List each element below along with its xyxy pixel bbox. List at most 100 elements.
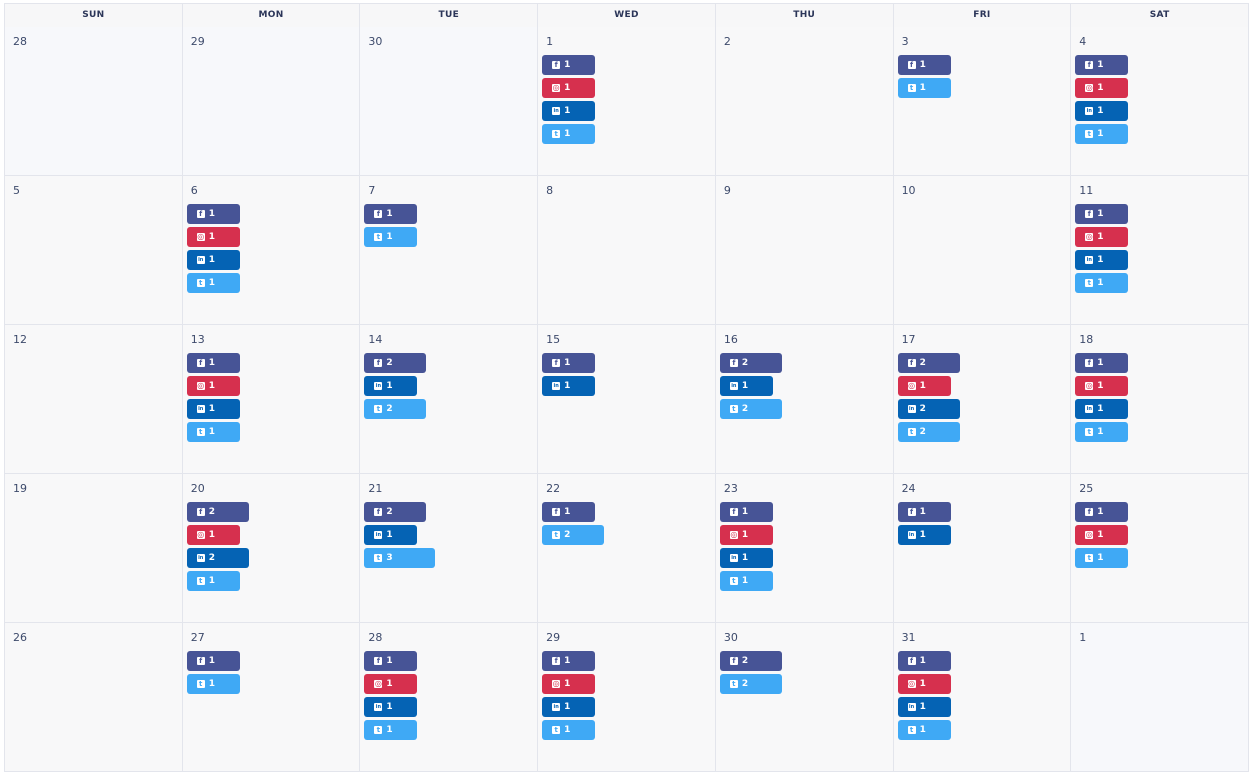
instagram-posts-badge[interactable]: ◎ 1 [897,376,951,396]
day-cell[interactable]: 4 f 1 ◎ 1 in 1 t 1 [1071,27,1249,176]
day-cell[interactable]: 30 [360,27,539,176]
linkedin-posts-badge[interactable]: in 1 [364,697,418,717]
day-cell[interactable]: 30 f 2 t 2 [715,623,894,772]
day-cell[interactable]: 29 [182,27,361,176]
day-cell[interactable]: 12 [5,325,183,474]
instagram-posts-badge[interactable]: ◎ 1 [1075,227,1129,247]
linkedin-posts-badge[interactable]: in 1 [1075,250,1129,270]
day-cell[interactable]: 31 f 1 ◎ 1 in 1 t 1 [893,623,1072,772]
day-cell[interactable]: 8 [538,176,716,325]
linkedin-posts-badge[interactable]: in 1 [186,399,240,419]
day-cell[interactable]: 18 f 1 ◎ 1 in 1 t 1 [1071,325,1249,474]
day-cell[interactable]: 14 f 2 in 1 t 2 [360,325,539,474]
day-cell[interactable]: 23 f 1 ◎ 1 in 1 t 1 [715,474,894,623]
linkedin-posts-badge[interactable]: in 2 [186,548,249,568]
instagram-posts-badge[interactable]: ◎ 1 [186,227,240,247]
linkedin-posts-badge[interactable]: in 1 [364,525,418,545]
day-cell[interactable]: 1 f 1 ◎ 1 in 1 t 1 [538,27,716,176]
day-cell[interactable]: 28 f 1 ◎ 1 in 1 t 1 [360,623,539,772]
instagram-posts-badge[interactable]: ◎ 1 [1075,376,1129,396]
instagram-posts-badge[interactable]: ◎ 1 [364,674,418,694]
day-cell[interactable]: 5 [5,176,183,325]
day-cell[interactable]: 2 [715,27,894,176]
linkedin-posts-badge[interactable]: in 2 [897,399,960,419]
linkedin-posts-badge[interactable]: in 1 [1075,399,1129,419]
linkedin-posts-badge[interactable]: in 1 [186,250,240,270]
day-cell[interactable]: 27 f 1 t 1 [182,623,361,772]
linkedin-posts-badge[interactable]: in 1 [542,101,596,121]
instagram-posts-badge[interactable]: ◎ 1 [719,525,773,545]
day-cell[interactable]: 28 [5,27,183,176]
instagram-posts-badge[interactable]: ◎ 1 [186,525,240,545]
day-cell[interactable]: 26 [5,623,183,772]
instagram-posts-badge[interactable]: ◎ 1 [186,376,240,396]
day-cell[interactable]: 13 f 1 ◎ 1 in 1 t 1 [182,325,361,474]
day-cell[interactable]: 19 [5,474,183,623]
day-cell[interactable]: 15 f 1 in 1 [538,325,716,474]
instagram-posts-badge[interactable]: ◎ 1 [542,78,596,98]
day-cell[interactable]: 1 [1071,623,1249,772]
linkedin-posts-badge[interactable]: in 1 [542,697,596,717]
linkedin-posts-badge[interactable]: in 1 [897,697,951,717]
instagram-posts-badge[interactable]: ◎ 1 [542,674,596,694]
day-cell[interactable]: 10 [893,176,1072,325]
day-cell[interactable]: 6 f 1 ◎ 1 in 1 t 1 [182,176,361,325]
instagram-posts-badge[interactable]: ◎ 1 [897,674,951,694]
linkedin-posts-badge[interactable]: in 1 [364,376,418,396]
linkedin-posts-badge[interactable]: in 1 [897,525,951,545]
linkedin-posts-badge[interactable]: in 1 [719,548,773,568]
linkedin-posts-badge[interactable]: in 1 [719,376,773,396]
day-cell[interactable]: 17 f 2 ◎ 1 in 2 t 2 [893,325,1072,474]
day-cell[interactable]: 29 f 1 ◎ 1 in 1 t 1 [538,623,716,772]
day-cell[interactable]: 11 f 1 ◎ 1 in 1 t 1 [1071,176,1249,325]
day-cell[interactable]: 9 [715,176,894,325]
day-cell[interactable]: 24 f 1 in 1 [893,474,1072,623]
day-cell[interactable]: 20 f 2 ◎ 1 in 2 t 1 [182,474,361,623]
day-cell[interactable]: 25 f 1 ◎ 1 t 1 [1071,474,1249,623]
day-cell[interactable]: 21 f 2 in 1 t 3 [360,474,539,623]
instagram-posts-badge[interactable]: ◎ 1 [1075,525,1129,545]
linkedin-posts-badge[interactable]: in 1 [1075,101,1129,121]
instagram-posts-badge[interactable]: ◎ 1 [1075,78,1129,98]
